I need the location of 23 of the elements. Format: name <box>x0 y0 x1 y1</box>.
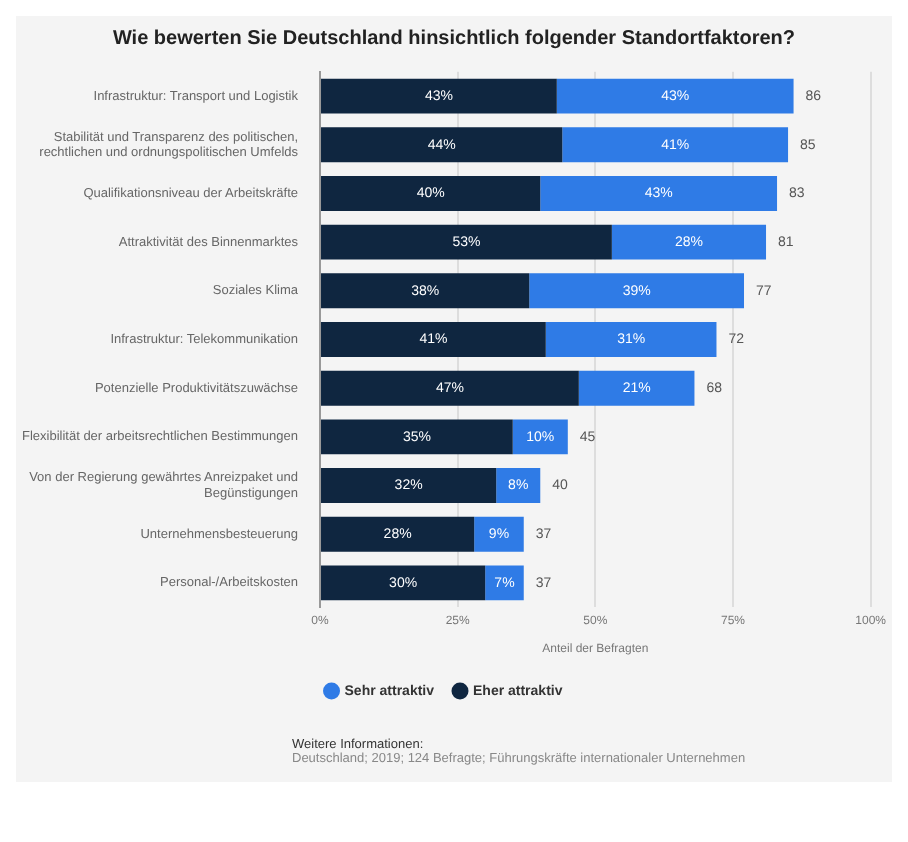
bar <box>496 468 541 503</box>
bar <box>321 176 541 211</box>
bar <box>321 516 475 552</box>
bar <box>545 322 717 357</box>
bar <box>512 419 568 455</box>
bar <box>529 273 745 309</box>
bar <box>321 468 497 503</box>
bar <box>578 370 695 406</box>
bar <box>321 322 546 357</box>
bar <box>321 419 513 455</box>
bar <box>321 78 557 114</box>
bar <box>321 273 530 309</box>
bar <box>321 224 612 260</box>
chart-title: Wie bewerten Sie Deutschland hinsichtlich folgender Standortfaktoren? <box>110 26 798 54</box>
bar <box>556 78 794 114</box>
bar <box>540 176 778 211</box>
bar <box>485 565 524 601</box>
bar <box>611 224 767 260</box>
bar <box>474 516 524 552</box>
bar <box>321 565 486 601</box>
bar <box>562 127 789 163</box>
bar <box>321 370 579 406</box>
bar <box>321 127 563 163</box>
